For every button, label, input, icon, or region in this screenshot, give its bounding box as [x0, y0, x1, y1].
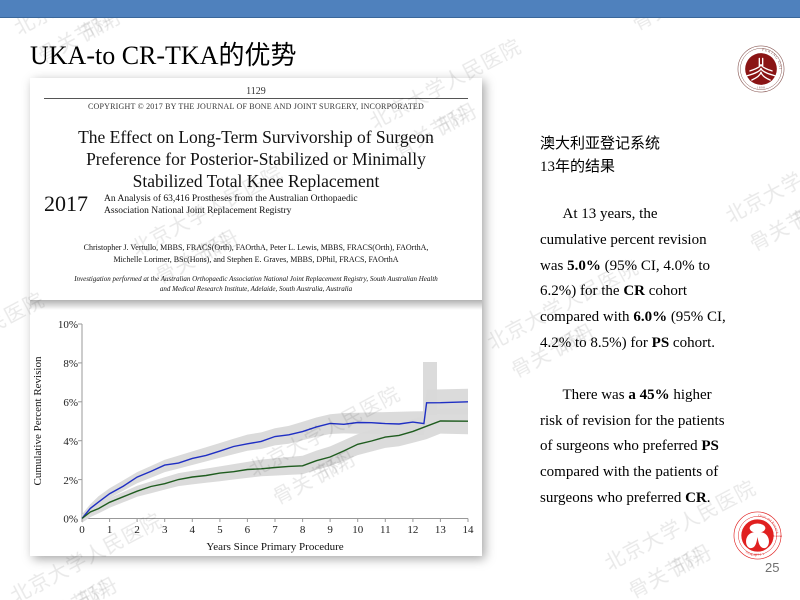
- svg-text:6%: 6%: [63, 397, 78, 409]
- svg-text:Center: Center: [774, 534, 782, 538]
- svg-text:10%: 10%: [58, 319, 78, 331]
- svg-text:0%: 0%: [63, 514, 78, 526]
- svg-text:3: 3: [162, 524, 168, 536]
- svg-text:6: 6: [245, 524, 251, 536]
- svg-text:2%: 2%: [63, 475, 78, 487]
- svg-text:• 1990 •: • 1990 •: [750, 553, 764, 557]
- svg-text:7: 7: [272, 524, 278, 536]
- svg-text:Cumulative Percent Revision: Cumulative Percent Revision: [32, 356, 44, 485]
- svg-text:4%: 4%: [63, 436, 78, 448]
- svg-text:1898: 1898: [757, 86, 766, 90]
- svg-text:8%: 8%: [63, 358, 78, 370]
- svg-text:12: 12: [407, 524, 418, 536]
- svg-text:13: 13: [435, 524, 447, 536]
- svg-text:2: 2: [134, 524, 140, 536]
- svg-text:14: 14: [463, 524, 475, 536]
- svg-text:0: 0: [79, 524, 85, 536]
- svg-text:Years Since Primary Procedure: Years Since Primary Procedure: [206, 541, 343, 553]
- svg-text:1: 1: [107, 524, 113, 536]
- svg-text:4: 4: [190, 524, 196, 536]
- svg-text:9: 9: [327, 524, 333, 536]
- svg-text:10: 10: [352, 524, 364, 536]
- svg-text:11: 11: [380, 524, 391, 536]
- svg-text:8: 8: [300, 524, 306, 536]
- svg-text:5: 5: [217, 524, 223, 536]
